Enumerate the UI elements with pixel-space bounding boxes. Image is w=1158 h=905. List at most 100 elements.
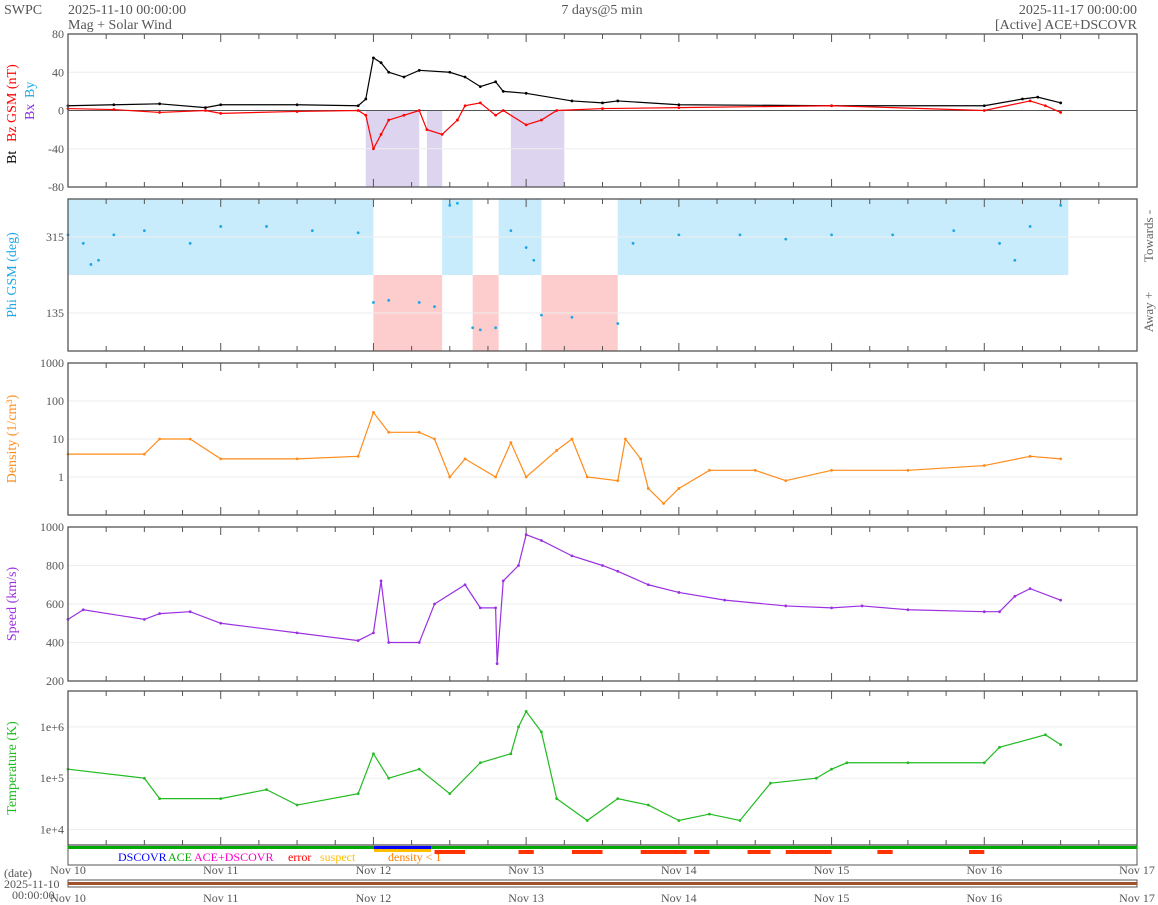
speed-data-point bbox=[982, 610, 986, 614]
x-tick-label: Nov 17 bbox=[1119, 863, 1155, 877]
mag-frame bbox=[67, 33, 1138, 188]
density-data-point bbox=[387, 430, 391, 434]
y-tick-label: 200 bbox=[46, 674, 64, 688]
temperature-data-point bbox=[845, 761, 849, 765]
density-data-point bbox=[524, 475, 528, 479]
density-data-point bbox=[555, 449, 559, 452]
phi-data-point bbox=[1028, 225, 1032, 228]
phi-data-point bbox=[1013, 258, 1017, 262]
mag-data-point bbox=[616, 99, 620, 103]
mag-data-point bbox=[1059, 101, 1063, 105]
phi-ylabel: Phi GSM (deg) bbox=[5, 232, 20, 318]
phi-data-point bbox=[81, 241, 85, 245]
y-tick-label: 0 bbox=[58, 104, 64, 118]
mag-data-point bbox=[417, 68, 421, 72]
density-data-point bbox=[448, 475, 452, 479]
phi-data-point bbox=[952, 229, 956, 233]
phi-frame bbox=[67, 198, 1138, 352]
mag-data-point bbox=[402, 113, 406, 117]
speed-data-point bbox=[784, 604, 788, 608]
phi-data-point bbox=[219, 225, 223, 228]
legend-dscovr: DSCOVR bbox=[118, 850, 167, 864]
density-data-point bbox=[494, 475, 497, 479]
phi-data-point bbox=[1059, 203, 1063, 207]
start-time: 2025-11-10 00:00:00 bbox=[68, 3, 186, 18]
speed-panel: 1000 800 600 400 200 bbox=[40, 520, 1138, 688]
temperature-data-point bbox=[585, 819, 589, 822]
mag-data-point bbox=[1059, 111, 1063, 114]
speed-data-point bbox=[463, 583, 467, 587]
y-tick-label: -40 bbox=[48, 142, 64, 156]
speed-data-point bbox=[417, 641, 421, 644]
x-tick-label: Nov 16 bbox=[966, 891, 1002, 905]
phi-data-point bbox=[448, 203, 452, 207]
density-data-point bbox=[616, 479, 620, 483]
bz-label: Bz GSM (nT) bbox=[5, 64, 20, 142]
temperature-data-point bbox=[265, 788, 268, 792]
density-data-point bbox=[906, 468, 910, 472]
speed-data-point bbox=[616, 569, 620, 573]
temperature-frame bbox=[67, 690, 1138, 846]
mag-data-point bbox=[387, 70, 391, 74]
density-data-point bbox=[142, 452, 146, 456]
time-value: 00:00:00 bbox=[12, 888, 55, 902]
phi-data-point bbox=[433, 305, 436, 309]
speed-data-point bbox=[830, 606, 833, 610]
mag-data-point bbox=[677, 106, 681, 110]
x-tick-label: Nov 14 bbox=[661, 891, 697, 905]
mag-data-point bbox=[158, 102, 162, 106]
y-tick-label: 1000 bbox=[40, 356, 64, 370]
speed-data-point bbox=[1013, 594, 1017, 598]
phi-data-point bbox=[509, 229, 513, 233]
speed-data-point bbox=[1028, 587, 1032, 590]
speed-series-speed bbox=[67, 533, 1061, 664]
mag-data-point bbox=[501, 89, 505, 93]
speed-data-point bbox=[142, 618, 146, 621]
temperature-data-point bbox=[517, 725, 520, 729]
legend-ace: ACE bbox=[168, 850, 192, 864]
y-tick-label: 800 bbox=[46, 559, 64, 573]
mag-data-point bbox=[1028, 99, 1032, 103]
suspect-status-line bbox=[374, 849, 431, 852]
mag-data-point bbox=[372, 56, 375, 60]
speed-frame bbox=[67, 526, 1138, 682]
phi-data-point bbox=[471, 326, 475, 330]
speed-data-point bbox=[501, 579, 505, 583]
x-tick-label: Nov 10 bbox=[50, 891, 86, 905]
mag-data-point bbox=[387, 118, 391, 122]
mag-data-point bbox=[379, 61, 383, 65]
speed-data-point bbox=[860, 604, 864, 608]
phi-data-point bbox=[891, 233, 895, 237]
density-data-point bbox=[158, 437, 162, 441]
mag-data-point bbox=[463, 75, 467, 79]
bx-label: Bx bbox=[23, 104, 38, 120]
mag-data-point bbox=[524, 123, 528, 127]
speed-data-point bbox=[1059, 598, 1063, 602]
x-tick-label: Nov 10 bbox=[50, 863, 86, 877]
temperature-data-point bbox=[814, 776, 818, 780]
x-tick-label: Nov 14 bbox=[661, 863, 697, 877]
phi-data-point bbox=[540, 313, 543, 317]
speed-data-point bbox=[188, 610, 192, 614]
source-label: [Active] ACE+DSCOVR bbox=[995, 18, 1138, 33]
mag-data-point bbox=[372, 147, 375, 151]
y-tick-label: 400 bbox=[46, 636, 64, 650]
temperature-data-point bbox=[646, 803, 650, 807]
org-label: SWPC bbox=[4, 3, 42, 18]
temperature-data-point bbox=[830, 767, 833, 771]
speed-data-point bbox=[495, 662, 499, 666]
density-data-point bbox=[753, 468, 757, 472]
temperature-data-point bbox=[769, 781, 772, 785]
temperature-data-point bbox=[524, 710, 528, 713]
temperature-data-point bbox=[982, 761, 986, 765]
density-data-point bbox=[570, 437, 574, 441]
phi-data-point bbox=[372, 301, 375, 304]
temperature-data-point bbox=[295, 803, 299, 807]
mag-data-point bbox=[463, 104, 467, 108]
phi-data-point bbox=[89, 263, 93, 266]
density-series-density bbox=[68, 411, 1061, 505]
y-tick-label: 100 bbox=[46, 394, 64, 408]
phi-data-point bbox=[494, 326, 497, 330]
phi-data-point bbox=[417, 301, 421, 304]
